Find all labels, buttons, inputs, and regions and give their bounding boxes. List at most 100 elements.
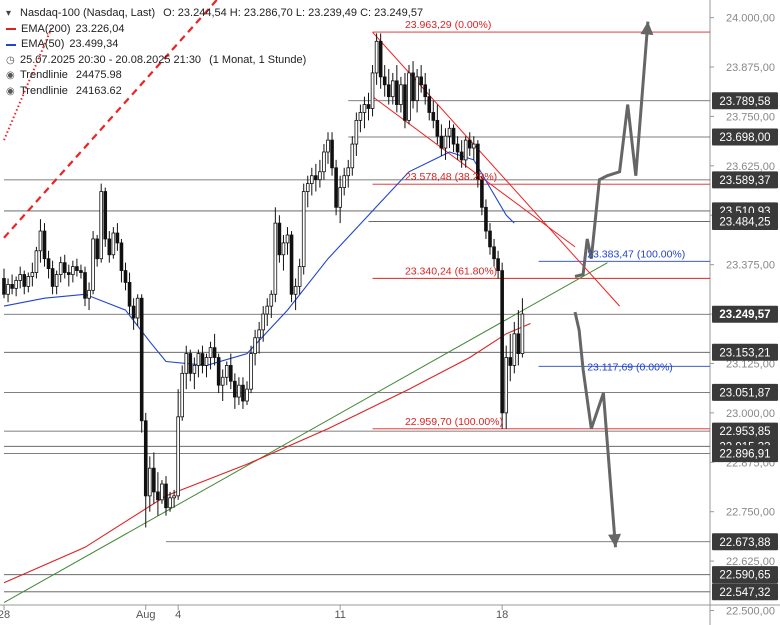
candle-body	[443, 135, 448, 149]
candle-body	[22, 274, 27, 287]
candle-body	[180, 372, 185, 418]
trendline	[3, 25, 54, 141]
y-tick-label: 23.625,00	[726, 161, 775, 173]
price-level-badge	[712, 212, 778, 230]
legend-trend1-value: 24475.98	[75, 69, 122, 81]
candle-body	[289, 234, 294, 295]
legend-ohlc: O: 23.244,54 H: 23.286,70 L: 23.239,49 C…	[163, 7, 424, 19]
candle-body	[476, 143, 480, 181]
candle-body	[139, 297, 144, 422]
candle-body	[496, 258, 500, 271]
target-icon: ◉	[6, 85, 15, 97]
candle-body	[382, 76, 387, 86]
candle-body	[459, 151, 464, 161]
legend-ema200-value: 23.226,04	[75, 22, 125, 35]
clock-icon: ◷	[6, 54, 15, 66]
candle-body	[516, 333, 521, 354]
chart-legend: ▾ Nasdaq-100 (Nasdaq, Last) O: 23.244,54…	[6, 6, 423, 99]
candle-body	[326, 139, 330, 153]
candle-body	[196, 353, 201, 366]
channel-line	[372, 96, 576, 248]
projection-path	[574, 21, 650, 278]
candle-body	[370, 72, 375, 109]
candle-body	[164, 483, 168, 509]
candle-body	[237, 384, 241, 398]
price-level-badge	[712, 445, 778, 463]
price-level-badge-label: 23.249,57	[719, 309, 770, 321]
candle-body	[281, 242, 286, 256]
price-level-badge	[712, 383, 778, 401]
candle-body	[253, 337, 257, 354]
candle-body	[6, 284, 10, 295]
projection-arrowhead	[640, 21, 654, 36]
candle-body	[297, 266, 302, 287]
price-level-badge	[712, 422, 778, 440]
legend-range-detail: (1 Monat, 1 Stunde)	[209, 53, 307, 66]
candle-body	[471, 143, 476, 149]
candle-body	[192, 365, 197, 374]
price-level-badge-label: 23.589,37	[719, 175, 770, 187]
candle-body	[431, 112, 436, 121]
candle-body	[220, 376, 225, 386]
candle-body	[95, 238, 99, 260]
y-tick-label: 23.125,00	[726, 358, 775, 370]
candle-body	[224, 365, 229, 378]
candle-body	[504, 357, 508, 414]
x-tick-label: 4	[175, 609, 181, 621]
candle-body	[386, 84, 391, 98]
price-level-badge	[712, 92, 778, 110]
price-level-badge	[712, 566, 778, 584]
candle-body	[14, 280, 18, 289]
candle-body	[54, 274, 59, 287]
candle-body	[322, 151, 326, 173]
y-tick-label: 23.750,00	[726, 111, 775, 123]
candle-body	[269, 293, 274, 307]
candle-body	[79, 270, 83, 273]
candle-body	[168, 497, 172, 509]
candle-body	[354, 119, 359, 145]
candle-body	[346, 167, 351, 177]
candle-body	[411, 72, 415, 102]
candle-body	[184, 353, 189, 374]
projection-path	[573, 311, 617, 548]
ema200-swatch-icon	[6, 28, 16, 31]
candle-body	[38, 230, 43, 252]
candle-body	[257, 329, 261, 339]
price-level-badge-label: 22.673,88	[719, 537, 770, 549]
candle-body	[423, 84, 427, 98]
chevron-down-icon[interactable]: ▾	[6, 8, 12, 20]
y-tick-label: 22.500,00	[726, 606, 775, 618]
candle-body	[249, 353, 253, 390]
y-tick-label: 23.875,00	[726, 62, 775, 74]
candle-body	[172, 495, 176, 499]
candle-body	[143, 420, 148, 497]
price-level-badge-label: 23.484,25	[719, 216, 770, 228]
candle-body	[111, 232, 116, 256]
candle-body	[447, 127, 452, 137]
candle-body	[512, 333, 517, 366]
candle-body	[119, 242, 124, 271]
candle-body	[160, 483, 164, 501]
plot-area	[2, 0, 710, 604]
candle-body	[75, 266, 79, 271]
candle-body	[273, 222, 278, 295]
y-tick-label: 23.000,00	[726, 408, 775, 420]
legend-title: Nasdaq-100 (Nasdaq, Last)	[20, 7, 156, 19]
price-level-badge-label: 22.590,65	[719, 570, 770, 582]
price-level-badge	[712, 171, 778, 189]
candle-body	[318, 171, 322, 181]
fib-level-label: 23.963,29 (0.00%)	[405, 19, 491, 31]
ema200-line	[3, 322, 531, 584]
candle-body	[500, 270, 504, 414]
candle-body	[415, 76, 419, 102]
candle-body	[480, 179, 484, 208]
x-tick-label: 11	[334, 609, 345, 621]
candle-body	[261, 313, 265, 331]
candle-body	[147, 467, 152, 497]
y-tick-label: 22.750,00	[726, 507, 775, 519]
candle-body	[152, 467, 156, 493]
price-level-badge-label: 23.153,21	[719, 347, 770, 359]
fib-level-label: 23.117,69 (0.00%)	[587, 361, 673, 373]
candle-body	[50, 268, 55, 287]
